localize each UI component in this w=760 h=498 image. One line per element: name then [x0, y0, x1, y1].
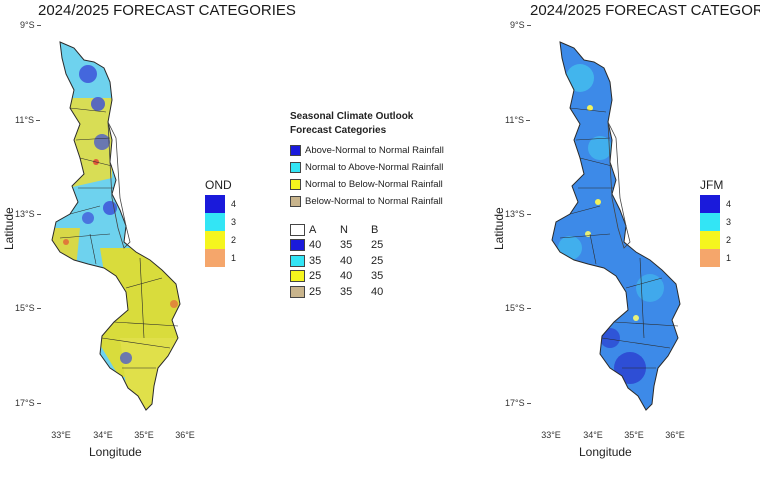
jfm-y-axis-label: Latitude: [492, 207, 506, 250]
category-swatch: [290, 195, 301, 207]
table-cell: 35: [340, 285, 353, 298]
scale-value: 1: [726, 253, 732, 263]
table-cell: 40: [340, 254, 353, 267]
scale-swatch: [205, 213, 225, 231]
lon-tick: 35°E: [624, 430, 644, 440]
lat-tick: 15°S: [505, 303, 531, 313]
jfm-x-axis-label: Longitude: [579, 445, 632, 459]
lon-tick: 34°E: [93, 430, 113, 440]
ond-x-axis-label: Longitude: [89, 445, 142, 459]
category-label: Normal to Above-Normal Rainfall: [305, 161, 444, 173]
scale-value: 2: [726, 235, 732, 245]
table-row: 25 40 35: [290, 269, 470, 285]
lat-tick: 9°S: [510, 20, 531, 30]
table-swatch: [290, 285, 305, 298]
legend-category-row: Normal to Above-Normal Rainfall: [290, 159, 470, 175]
jfm-scale-legend: JFM 4 3 2 1: [700, 178, 760, 267]
table-row: 35 40 25: [290, 253, 470, 269]
scale-value: 4: [726, 199, 732, 209]
scale-swatch: [205, 231, 225, 249]
scale-swatch: [205, 249, 225, 267]
table-cell: 35: [371, 270, 384, 283]
lon-tick: 34°E: [583, 430, 603, 440]
lat-tick: 11°S: [505, 115, 530, 125]
lon-tick: 35°E: [134, 430, 154, 440]
category-swatch: [290, 144, 301, 156]
ond-scale-legend: OND 4 3 2 1: [205, 178, 265, 267]
scale-swatch: [700, 249, 720, 267]
category-label: Normal to Below-Normal Rainfall: [305, 178, 443, 190]
lon-tick: 33°E: [51, 430, 71, 440]
jfm-scale-title: JFM: [700, 178, 724, 192]
legend-title-line2: Forecast Categories: [290, 125, 387, 136]
legend-category-row: Above-Normal to Normal Rainfall: [290, 142, 470, 158]
legend-category-row: Normal to Below-Normal Rainfall: [290, 176, 470, 192]
ond-map-title: 2024/2025 FORECAST CATEGORIES: [38, 2, 296, 19]
table-header-row: A N B: [290, 222, 470, 238]
scale-value: 1: [231, 253, 237, 263]
ond-rainfall-map: [51, 41, 181, 411]
scale-row: 2: [205, 231, 265, 249]
lon-tick: 33°E: [541, 430, 561, 440]
lon-tick: 36°E: [665, 430, 685, 440]
table-swatch: [290, 239, 305, 252]
table-header: A: [309, 223, 317, 236]
scale-swatch: [700, 213, 720, 231]
lon-tick: 36°E: [175, 430, 195, 440]
lat-tick: 9°S: [20, 20, 41, 30]
legend-category-row: Below-Normal to Normal Rainfall: [290, 193, 470, 209]
table-cell: 25: [309, 270, 322, 283]
scale-value: 4: [231, 199, 237, 209]
table-swatch: [290, 254, 305, 267]
table-cell: 40: [371, 285, 384, 298]
scale-value: 2: [231, 235, 237, 245]
lat-tick: 15°S: [15, 303, 41, 313]
lat-tick: 13°S: [15, 209, 41, 219]
scale-row: 4: [700, 195, 760, 213]
scale-value: 3: [231, 217, 237, 227]
scale-swatch: [700, 195, 720, 213]
table-header: N: [340, 223, 348, 236]
table-cell: 25: [309, 285, 322, 298]
jfm-map-title: 2024/2025 FORECAST CATEGORI: [530, 2, 760, 19]
probability-table: A N B 40 35 25 35 40 25 25 40 35 25 35 4…: [290, 222, 470, 300]
category-label: Above-Normal to Normal Rainfall: [305, 144, 444, 156]
lat-tick: 13°S: [505, 209, 531, 219]
ond-scale-title: OND: [205, 178, 232, 192]
table-cell: 40: [340, 270, 353, 283]
category-swatch: [290, 161, 301, 173]
ond-y-axis-label: Latitude: [2, 207, 16, 250]
category-swatch: [290, 178, 301, 190]
forecast-categories-legend: Seasonal Climate Outlook Forecast Catego…: [290, 110, 470, 300]
table-swatch: [290, 270, 305, 283]
scale-row: 3: [205, 213, 265, 231]
scale-row: 1: [700, 249, 760, 267]
table-cell: 40: [309, 239, 322, 252]
lat-tick: 17°S: [505, 398, 531, 408]
scale-row: 1: [205, 249, 265, 267]
scale-row: 2: [700, 231, 760, 249]
table-cell: 25: [371, 239, 384, 252]
jfm-rainfall-map: [551, 41, 681, 411]
table-header-swatch: [290, 223, 305, 236]
table-cell: 35: [340, 239, 353, 252]
table-cell: 25: [371, 254, 384, 267]
lat-tick: 11°S: [15, 115, 40, 125]
table-row: 25 35 40: [290, 284, 470, 300]
jfm-map-panel: 2024/2025 FORECAST CATEGORI 9°S 11°S 13°…: [490, 0, 760, 498]
ond-map-panel: 2024/2025 FORECAST CATEGORIES 9°S 11°S 1…: [0, 0, 300, 498]
scale-row: 3: [700, 213, 760, 231]
table-row: 40 35 25: [290, 238, 470, 254]
legend-title-line1: Seasonal Climate Outlook: [290, 111, 414, 122]
scale-swatch: [700, 231, 720, 249]
lat-tick: 17°S: [15, 398, 41, 408]
scale-swatch: [205, 195, 225, 213]
table-cell: 35: [309, 254, 322, 267]
scale-row: 4: [205, 195, 265, 213]
category-label: Below-Normal to Normal Rainfall: [305, 195, 443, 207]
scale-value: 3: [726, 217, 732, 227]
table-header: B: [371, 223, 379, 236]
